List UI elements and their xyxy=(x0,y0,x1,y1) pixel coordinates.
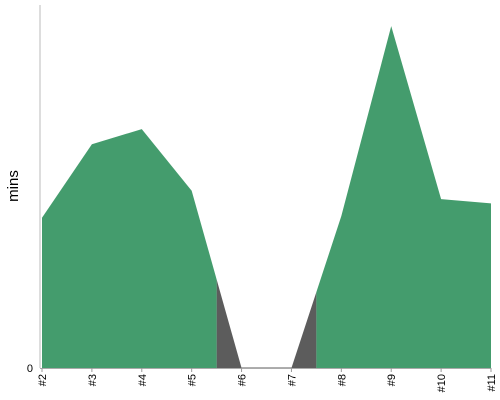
x-tick-label: #3 xyxy=(87,374,99,386)
area-drop-segment xyxy=(291,292,317,368)
x-tick-label: #7 xyxy=(286,374,298,386)
x-tick-label: #8 xyxy=(336,374,348,386)
x-tick-label: #5 xyxy=(187,374,199,386)
area-series xyxy=(316,26,491,369)
plot-area xyxy=(42,26,491,369)
y-axis-ticks: 0 xyxy=(27,363,33,375)
y-tick-label: 0 xyxy=(27,363,33,375)
area-drop-segment xyxy=(216,279,242,368)
x-tick-label: #11 xyxy=(486,374,498,392)
x-axis-ticks: #2 #3 #4 #5 #6 #7 #8 #9 #10 #11 xyxy=(37,368,498,392)
x-tick-label: #10 xyxy=(436,374,448,392)
x-tick-label: #2 xyxy=(37,374,49,386)
x-tick-label: #4 xyxy=(137,374,149,386)
y-axis-title: mins xyxy=(5,170,22,202)
x-tick-label: #6 xyxy=(237,374,249,386)
x-tick-label: #9 xyxy=(386,374,398,386)
area-series xyxy=(42,129,217,368)
